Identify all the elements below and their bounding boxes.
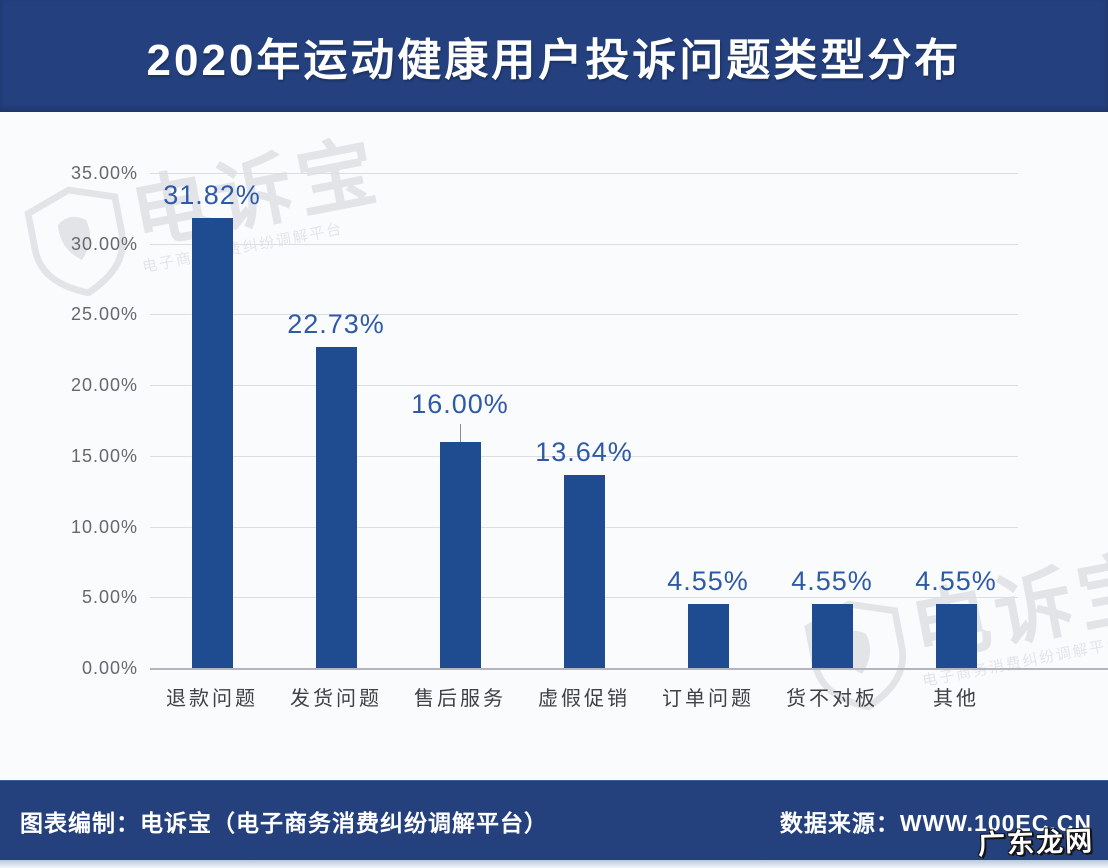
y-axis-tick-label: 30.00% bbox=[70, 234, 138, 254]
bar-value-label: 13.64% bbox=[535, 437, 633, 467]
x-axis-category-label: 发货问题 bbox=[290, 688, 382, 710]
gridline bbox=[150, 456, 1018, 457]
leader-line bbox=[460, 424, 461, 442]
x-axis-category-label: 其他 bbox=[933, 688, 979, 710]
y-axis-tick-label: 15.00% bbox=[70, 446, 138, 466]
y-axis-tick-label: 35.00% bbox=[70, 163, 138, 183]
bar bbox=[316, 347, 357, 668]
gridline bbox=[150, 314, 1018, 315]
bar-value-label: 22.73% bbox=[287, 309, 385, 339]
data-source: 数据来源：WWW.100EC.CN bbox=[779, 809, 1092, 836]
chart-area: 电诉宝 电子商务消费纠纷调解平台 电诉宝 电子商务消费纠纷调解平台 35.00%… bbox=[0, 112, 1108, 780]
bar bbox=[440, 442, 481, 668]
y-axis-tick-label: 20.00% bbox=[70, 375, 138, 395]
page-title: 2020年运动健康用户投诉问题类型分布 bbox=[146, 36, 962, 85]
y-axis-tick-label: 5.00% bbox=[81, 587, 138, 607]
bar bbox=[192, 218, 233, 668]
header-banner: 2020年运动健康用户投诉问题类型分布 bbox=[0, 0, 1108, 112]
gridline bbox=[150, 244, 1018, 245]
gridline bbox=[150, 173, 1018, 174]
y-axis-tick-label: 10.00% bbox=[70, 517, 138, 537]
y-axis-tick-label: 25.00% bbox=[70, 304, 138, 324]
bar-value-label: 16.00% bbox=[411, 389, 509, 419]
x-axis-category-label: 虚假促销 bbox=[538, 688, 630, 710]
bar-value-label: 4.55% bbox=[915, 566, 997, 596]
gridline bbox=[150, 668, 1108, 670]
site-watermark: 广东龙网 bbox=[977, 825, 1095, 861]
x-axis-category-label: 退款问题 bbox=[166, 688, 258, 710]
bar-value-label: 4.55% bbox=[667, 566, 749, 596]
bar-value-label: 31.82% bbox=[163, 180, 261, 210]
bar-value-label: 4.55% bbox=[791, 566, 873, 596]
chart-credit: 图表编制：电诉宝（电子商务消费纠纷调解平台） bbox=[20, 809, 548, 836]
bar bbox=[688, 604, 729, 668]
bar-chart: 35.00% 30.00% 25.00% 20.00% 15.00% 10.00% 5.00… bbox=[71, 163, 1108, 710]
x-axis-category-label: 货不对板 bbox=[786, 688, 878, 710]
bottom-strip bbox=[0, 860, 1108, 868]
bar bbox=[936, 604, 977, 668]
bar bbox=[812, 604, 853, 668]
footer-banner: 图表编制：电诉宝（电子商务消费纠纷调解平台） 数据来源：WWW.100EC.CN bbox=[0, 780, 1108, 860]
gridline bbox=[150, 385, 1018, 386]
x-axis-category-label: 售后服务 bbox=[414, 688, 506, 710]
x-axis-category-label: 订单问题 bbox=[662, 688, 754, 710]
y-axis-tick-label: 0.00% bbox=[81, 658, 138, 678]
bar bbox=[564, 475, 605, 668]
